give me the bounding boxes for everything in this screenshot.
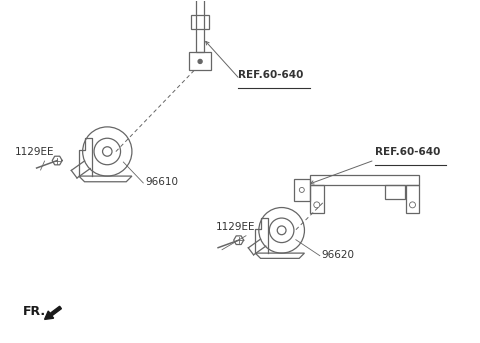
Circle shape bbox=[198, 59, 202, 63]
Bar bbox=[189, 52, 211, 70]
FancyArrow shape bbox=[45, 306, 61, 319]
Text: 96620: 96620 bbox=[322, 250, 355, 260]
Text: REF.60-640: REF.60-640 bbox=[374, 147, 440, 157]
Bar bbox=[406, 185, 420, 213]
Text: REF.60-640: REF.60-640 bbox=[238, 70, 303, 80]
Text: 1129EE: 1129EE bbox=[15, 147, 54, 157]
Bar bbox=[310, 175, 420, 185]
Bar bbox=[384, 185, 405, 199]
Text: 1129EE: 1129EE bbox=[216, 222, 255, 232]
Bar bbox=[310, 185, 324, 213]
Bar bbox=[191, 15, 209, 28]
Text: FR.: FR. bbox=[23, 305, 46, 318]
Text: 96610: 96610 bbox=[145, 177, 178, 187]
Bar bbox=[196, 0, 204, 52]
Bar bbox=[294, 179, 310, 201]
